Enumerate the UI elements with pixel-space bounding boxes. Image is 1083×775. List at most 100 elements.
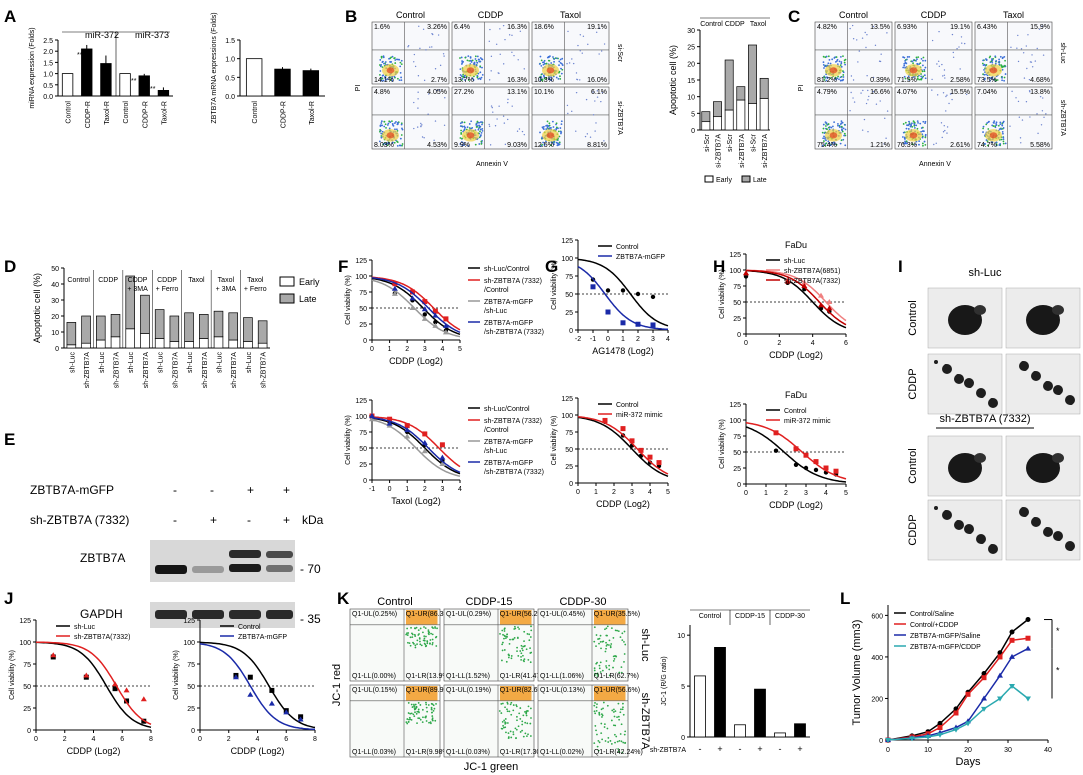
cell-dot — [905, 62, 908, 65]
bar — [100, 63, 112, 97]
x-tick-label: sh-ZBTB7A — [143, 352, 150, 389]
cell-dot — [1000, 138, 1003, 141]
cell-dot — [419, 718, 422, 721]
cell-dot — [993, 120, 996, 123]
cell-dot — [428, 721, 430, 724]
cell-dot — [541, 143, 544, 146]
cell-dot — [394, 62, 397, 64]
cell-dot — [595, 706, 598, 709]
data-point — [439, 442, 445, 448]
cell-dot — [529, 707, 532, 710]
cell-dot — [608, 668, 611, 671]
cell-dot — [856, 39, 858, 41]
legend-late: Late — [299, 294, 317, 304]
data-point — [650, 294, 656, 300]
cell-dot — [1017, 60, 1020, 63]
bar — [754, 688, 766, 738]
data-point — [953, 710, 959, 716]
cell-dot — [842, 55, 844, 58]
y-tick-label: 20 — [51, 314, 59, 321]
cell-dot — [525, 648, 528, 651]
cell-dot — [407, 46, 409, 48]
cell-dot — [606, 643, 609, 646]
cell-dot — [395, 128, 398, 131]
cell-dot — [552, 142, 555, 144]
cell-dot — [592, 114, 595, 116]
cell-dot — [413, 633, 416, 636]
legend-label: /Control — [484, 427, 509, 434]
cell-dot — [904, 141, 907, 144]
cell-dot — [393, 141, 396, 144]
cell-dot — [517, 725, 520, 728]
density-peak — [829, 132, 838, 139]
sign-1-3: + — [247, 483, 254, 497]
cell-dot — [880, 53, 882, 55]
cell-dot — [559, 127, 562, 129]
cell-dot — [916, 75, 919, 78]
data-point — [1009, 637, 1015, 643]
bar — [794, 723, 806, 738]
cell-dot — [951, 98, 953, 101]
cell-dot — [1001, 124, 1004, 127]
cell-dot — [524, 710, 526, 713]
cell-dot — [541, 78, 544, 81]
cell-dot — [481, 129, 484, 132]
cell-dot — [490, 55, 493, 58]
bar-late — [701, 111, 711, 123]
cell-dot — [540, 76, 543, 79]
zbtb7a-band-1 — [155, 565, 187, 574]
cell-dot — [400, 63, 403, 66]
cell-dot — [593, 674, 596, 677]
cell-dot — [508, 710, 511, 713]
cell-dot — [842, 78, 845, 81]
cell-dot — [474, 55, 477, 58]
y-tick-label: 50 — [565, 292, 573, 299]
y-tick-label: 125 — [561, 238, 573, 245]
cell-dot — [415, 626, 418, 629]
cell-dot — [529, 636, 532, 638]
cell-dot — [508, 34, 511, 36]
cell-dot — [435, 635, 438, 638]
zbtb7a-band-3b — [229, 564, 261, 572]
cell-dot — [567, 112, 569, 115]
col-header: CDDP-15 — [465, 596, 512, 608]
cell-dot — [827, 126, 830, 129]
cell-dot — [839, 123, 842, 126]
cell-dot — [411, 633, 414, 636]
cell-dot — [921, 64, 924, 67]
cell-dot — [911, 125, 914, 128]
data-point — [1025, 696, 1031, 702]
x-axis-label: CDDP (Log2) — [769, 500, 823, 510]
blot-label-gapdh: GAPDH — [80, 607, 123, 621]
cell-dot — [567, 30, 569, 33]
density-peak — [466, 67, 475, 74]
bar-early — [701, 121, 711, 131]
spheroid — [1053, 385, 1063, 395]
cell-dot — [479, 65, 482, 68]
density-peak — [546, 67, 555, 74]
spheroid — [944, 510, 948, 514]
cell-dot — [550, 62, 553, 64]
y-tick-label: 5 — [681, 684, 685, 691]
cell-dot — [579, 79, 581, 81]
cell-dot — [917, 121, 919, 124]
quad-ul: 4.8% — [374, 89, 390, 96]
cell-dot — [543, 62, 546, 65]
cell-dot — [587, 143, 589, 146]
x-tick-label: 0 — [606, 336, 610, 343]
y-tick-label: 0.5 — [225, 75, 235, 82]
data-point — [605, 309, 611, 315]
legend-label: ZBTB7A-mGFP/CDDP — [910, 644, 981, 651]
cell-dot — [606, 634, 608, 637]
cell-dot — [858, 50, 861, 52]
cell-dot — [908, 120, 910, 123]
y-tick-label: 25 — [733, 316, 741, 323]
cell-dot — [605, 665, 607, 667]
y-tick-label: 0 — [737, 332, 741, 339]
cell-dot — [523, 658, 526, 661]
cell-dot — [906, 142, 908, 145]
panel-letter-c: C — [788, 7, 800, 26]
